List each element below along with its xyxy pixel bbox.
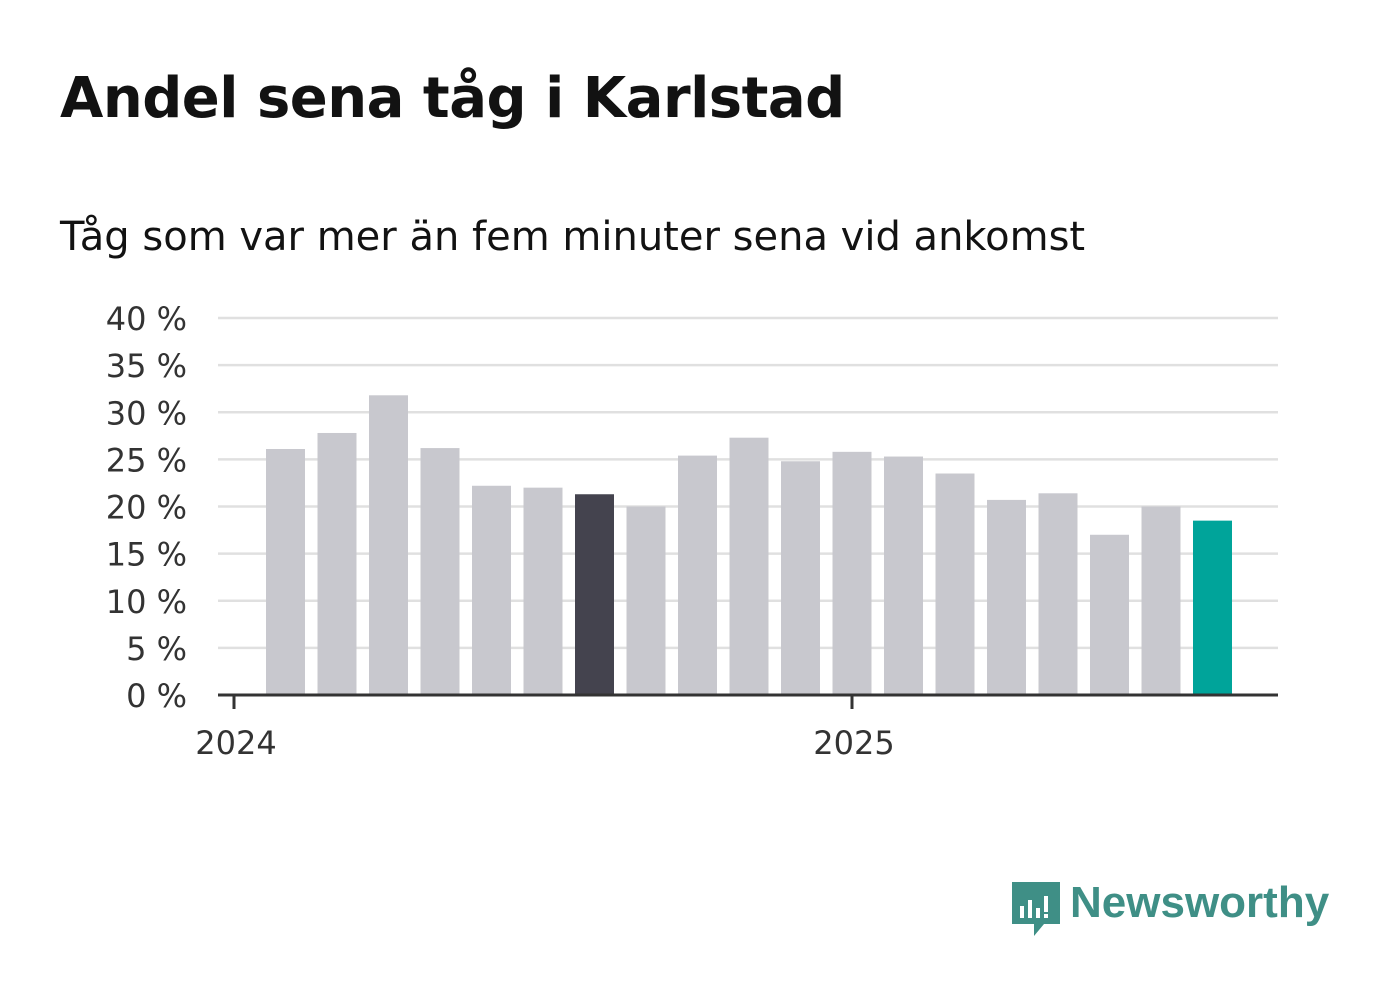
bar <box>1141 506 1181 695</box>
bar <box>266 449 305 695</box>
bar <box>832 451 872 695</box>
y-tick-label: 10 % <box>106 583 187 621</box>
bar <box>420 448 460 695</box>
newsworthy-logo: Newsworthy <box>1010 878 1329 940</box>
bar <box>626 506 666 695</box>
axes: 0 % 5 % 10 % 15 % 20 % 25 % 30 % 35 % 40 % 2024 20… <box>106 300 1278 762</box>
brand-name: Newsworthy <box>1070 878 1330 927</box>
bar <box>317 432 357 695</box>
chart-subtitle: Tåg som var mer än fem minuter sena vid … <box>60 214 1086 260</box>
bar <box>729 437 769 695</box>
y-tick-label: 0 % <box>126 677 187 715</box>
bar <box>678 455 717 695</box>
y-tick-label: 35 % <box>106 347 187 385</box>
bars <box>266 395 1232 695</box>
y-tick-label: 5 % <box>126 630 187 668</box>
bar <box>781 461 820 695</box>
bar <box>523 487 563 695</box>
bar <box>1090 534 1129 695</box>
y-tick-label: 15 % <box>106 536 187 574</box>
bar <box>987 499 1026 695</box>
x-tick-label: 2025 <box>813 724 894 762</box>
x-tick-label: 2024 <box>195 724 276 762</box>
bar <box>1038 493 1078 695</box>
chart-title: Andel sena tåg i Karlstad <box>60 66 845 131</box>
bar <box>884 456 923 695</box>
bar <box>935 473 975 695</box>
y-tick-label: 25 % <box>106 441 187 479</box>
newsworthy-logo-icon <box>1012 882 1060 936</box>
bar <box>369 395 408 695</box>
bar <box>575 494 614 695</box>
y-tick-label: 20 % <box>106 489 187 527</box>
bar <box>472 485 511 695</box>
y-tick-label: 30 % <box>106 394 187 432</box>
bar <box>1193 520 1232 695</box>
y-tick-label: 40 % <box>106 300 187 338</box>
